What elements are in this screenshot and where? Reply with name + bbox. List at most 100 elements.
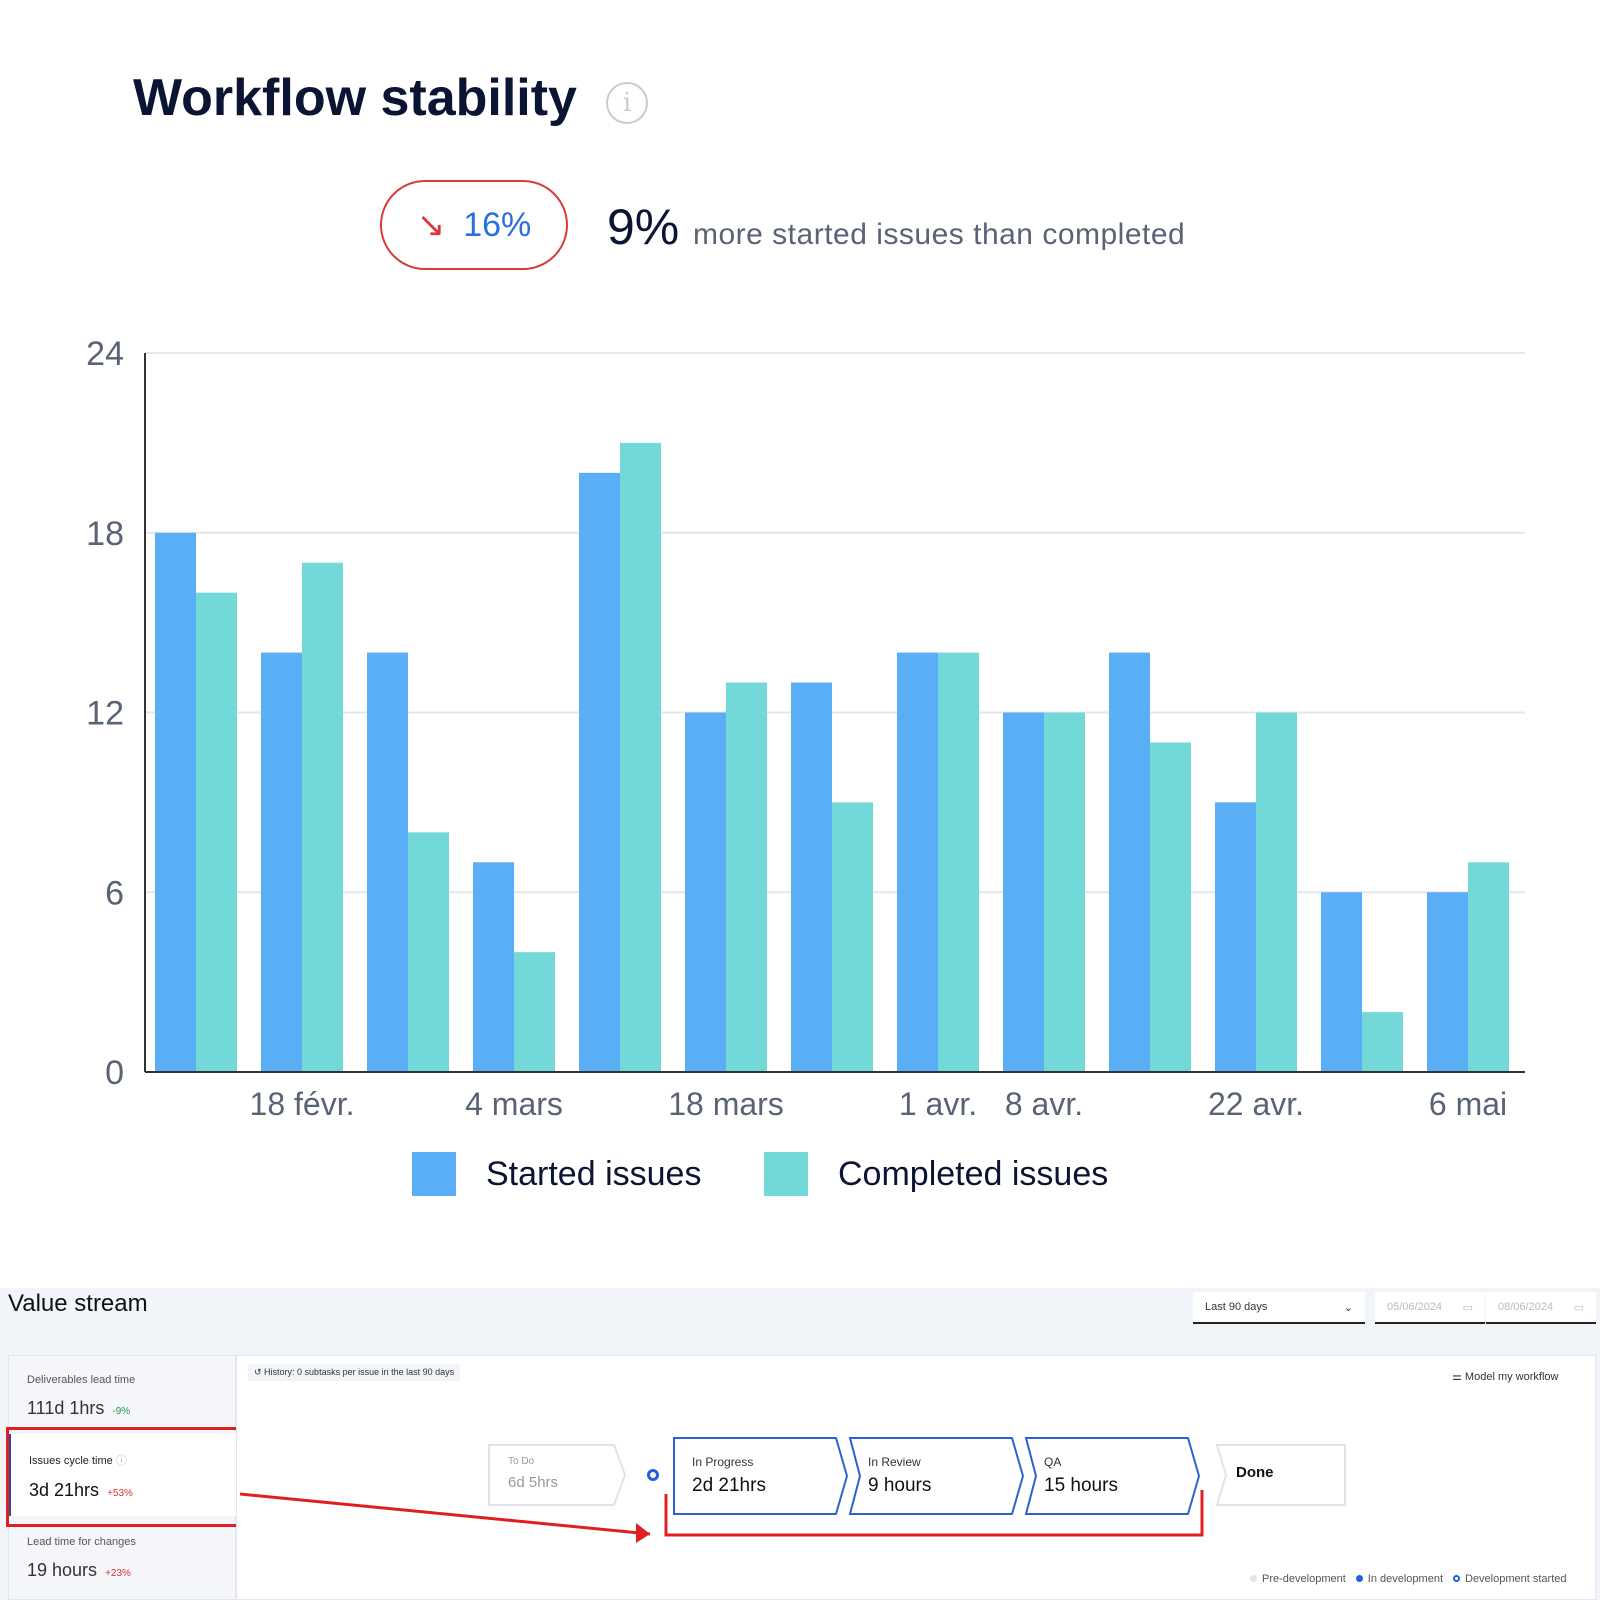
stage-done[interactable]: Done <box>1216 1444 1346 1506</box>
summary-value: 9% <box>607 199 680 255</box>
legend-label: Started issues <box>486 1154 702 1193</box>
legend-swatch <box>764 1152 808 1196</box>
metric-label: Issues cycle time <box>29 1455 113 1467</box>
x-tick-label: 1 avr. <box>899 1086 977 1120</box>
bar-completed <box>302 562 343 1072</box>
bar-started <box>261 652 302 1072</box>
bar-completed <box>1256 712 1297 1072</box>
history-text: History: 0 subtasks per issue in the las… <box>264 1367 455 1377</box>
bar-started <box>685 712 726 1072</box>
end-date: 08/06/2024 <box>1498 1301 1554 1313</box>
legend-swatch <box>412 1152 456 1196</box>
x-tick-label: 8 avr. <box>1005 1086 1083 1120</box>
stage-to-do[interactable]: To Do 6d 5hrs <box>488 1444 628 1506</box>
legend-in-development: In development <box>1355 1573 1443 1585</box>
bar-started <box>1321 892 1362 1072</box>
info-icon[interactable]: i <box>606 82 648 124</box>
x-tick-label: 18 mars <box>668 1086 784 1120</box>
bar-completed <box>1044 712 1085 1072</box>
legend-label: Pre-development <box>1262 1573 1346 1585</box>
metric-value: 19 hours <box>27 1560 98 1580</box>
arrow-down-right-icon: ↘ <box>416 206 446 244</box>
bar-started <box>1109 652 1150 1072</box>
metric-value: 111d 1hrs <box>27 1398 105 1418</box>
metric-value: 3d 21hrs <box>29 1480 100 1500</box>
metrics-sidebar: Deliverables lead time 111d 1hrs -9% Issue… <box>8 1355 237 1600</box>
stage-name: In Progress <box>692 1455 754 1469</box>
y-tick-label: 6 <box>105 874 124 912</box>
legend-completed: Completed issues <box>764 1152 1108 1196</box>
legend-label: Completed issues <box>838 1154 1109 1193</box>
stage-time: 9 hours <box>868 1475 932 1496</box>
bar-completed <box>408 832 449 1072</box>
start-date-input[interactable]: 05/06/2024 ▭ <box>1375 1292 1485 1324</box>
page-title: Workflow stability <box>133 69 577 127</box>
sliders-icon: ⚌ <box>1452 1371 1465 1383</box>
x-tick-label: 18 févr. <box>250 1086 355 1120</box>
change-pct: 16% <box>463 205 532 244</box>
bar-completed <box>938 652 979 1072</box>
bar-started <box>367 652 408 1072</box>
calendar-icon: ▭ <box>1462 1302 1473 1314</box>
x-tick-label: 22 avr. <box>1208 1086 1304 1120</box>
metric-label: Lead time for changes <box>27 1536 136 1548</box>
bar-completed <box>1468 862 1509 1072</box>
bar-started <box>897 652 938 1072</box>
y-tick-label: 12 <box>86 695 124 733</box>
y-tick-label: 0 <box>105 1054 124 1092</box>
metric-change: -9% <box>112 1406 131 1417</box>
y-tick-label: 18 <box>86 515 124 553</box>
start-date: 05/06/2024 <box>1387 1301 1443 1313</box>
legend-label: Development started <box>1465 1573 1567 1585</box>
bar-completed <box>1362 1012 1403 1072</box>
metric-change: +23% <box>105 1568 131 1579</box>
development-started-marker <box>647 1469 659 1481</box>
x-tick-label: 4 mars <box>465 1086 563 1120</box>
chevron-down-icon: ⌄ <box>1343 1302 1353 1314</box>
value-stream-title: Value stream <box>8 1290 148 1317</box>
metric-lead-time-for-changes[interactable]: Lead time for changes 19 hours +23% <box>9 1536 237 1581</box>
bar-completed <box>514 952 555 1072</box>
stage-name: In Review <box>868 1455 921 1469</box>
metric-issues-cycle-time[interactable]: Issues cycle time ⓘ 3d 21hrs +53% <box>9 1434 237 1516</box>
change-badge: ↘ 16% <box>380 180 568 270</box>
bar-started <box>473 862 514 1072</box>
stage-in-review[interactable]: In Review 9 hours <box>848 1437 1024 1515</box>
bar-started <box>579 472 620 1072</box>
x-tick-label: 6 mai <box>1429 1086 1507 1120</box>
period-value: Last 90 days <box>1205 1301 1268 1313</box>
info-icon[interactable]: ⓘ <box>115 1455 127 1467</box>
bar-completed <box>196 592 237 1072</box>
bar-completed <box>1150 742 1191 1072</box>
legend-label: In development <box>1367 1573 1443 1585</box>
period-select[interactable]: Last 90 days ⌄ <box>1193 1292 1365 1324</box>
legend-started: Started issues <box>412 1152 701 1196</box>
end-date-input[interactable]: 08/06/2024 ▭ <box>1486 1292 1596 1324</box>
legend-pre-development: Pre-development <box>1250 1573 1346 1585</box>
metric-change: +53% <box>107 1488 133 1499</box>
metric-label: Deliverables lead time <box>27 1374 136 1386</box>
stage-qa[interactable]: QA 15 hours <box>1024 1437 1200 1515</box>
calendar-icon: ▭ <box>1573 1302 1584 1314</box>
stage-time: 6d 5hrs <box>508 1474 559 1491</box>
history-icon: ↺ <box>254 1367 265 1377</box>
bar-completed <box>726 682 767 1072</box>
bar-started <box>791 682 832 1072</box>
summary-text: more started issues than completed <box>693 218 1186 251</box>
model-workflow-button[interactable]: ⚌ Model my workflow <box>1452 1370 1558 1383</box>
bar-chart: 0 6 12 18 24 18 févr. 4 mars 18 mars 1 avr. 8 avr… <box>86 335 1525 1120</box>
bar-completed <box>620 442 661 1072</box>
model-workflow-label: Model my workflow <box>1464 1371 1559 1383</box>
bar-completed <box>832 802 873 1072</box>
metric-deliverables-lead-time[interactable]: Deliverables lead time 111d 1hrs -9% <box>9 1374 237 1419</box>
stage-time: 15 hours <box>1044 1475 1118 1496</box>
stage-name: To Do <box>508 1456 535 1467</box>
y-tick-label: 24 <box>86 335 124 373</box>
stage-in-progress[interactable]: In Progress 2d 21hrs <box>672 1437 848 1515</box>
bar-started <box>155 532 196 1072</box>
legend-development-started: Development started <box>1453 1573 1567 1585</box>
bar-started <box>1003 712 1044 1072</box>
history-note: ↺ History: 0 subtasks per issue in the l… <box>248 1364 461 1381</box>
stage-legend: Pre-development In development Developme… <box>1250 1573 1567 1585</box>
stage-name: QA <box>1044 1455 1062 1469</box>
